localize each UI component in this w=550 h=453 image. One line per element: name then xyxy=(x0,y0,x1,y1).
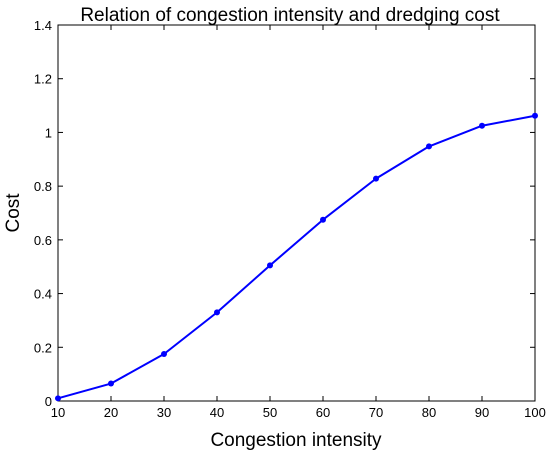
series-layer xyxy=(55,112,538,402)
x-axis: 10 20 30 40 50 60 70 80 90 100 xyxy=(51,25,546,420)
data-point xyxy=(267,262,273,269)
y-tick-label: 0.4 xyxy=(34,287,52,302)
y-tick-label: 1.2 xyxy=(34,72,52,87)
x-tick-label: 80 xyxy=(422,405,436,420)
x-tick-label: 90 xyxy=(475,405,489,420)
data-point xyxy=(55,395,61,402)
y-tick-label: 1.4 xyxy=(34,18,52,33)
plot-area xyxy=(57,24,536,402)
data-point xyxy=(532,112,538,119)
y-axis: 0 0.2 0.4 0.6 0.8 1 1.2 1.4 xyxy=(34,18,535,409)
y-tick-label: 0 xyxy=(45,394,52,409)
x-tick-label: 70 xyxy=(369,405,383,420)
y-tick-label: 1 xyxy=(45,125,52,140)
y-tick-label: 0.6 xyxy=(34,233,52,248)
series-line xyxy=(57,114,536,400)
x-axis-title: Congestion intensity xyxy=(210,430,382,451)
y-axis-title: Cost xyxy=(3,193,24,233)
data-point xyxy=(320,216,326,223)
data-point xyxy=(479,122,485,129)
data-point xyxy=(108,380,114,387)
data-point xyxy=(373,175,379,182)
x-tick-label: 20 xyxy=(104,405,118,420)
x-tick-label: 60 xyxy=(316,405,330,420)
x-tick-label: 100 xyxy=(524,405,546,420)
data-point xyxy=(161,351,167,357)
y-tick-label: 0.8 xyxy=(34,179,52,194)
y-tick-label: 0.2 xyxy=(34,340,52,355)
data-point xyxy=(426,143,432,150)
chart-title: Relation of congestion intensity and dre… xyxy=(80,5,500,26)
x-tick-label: 10 xyxy=(51,405,65,420)
data-point xyxy=(214,309,220,316)
x-tick-label: 40 xyxy=(210,405,224,420)
x-tick-label: 50 xyxy=(263,405,277,420)
x-tick-label: 30 xyxy=(157,405,171,420)
